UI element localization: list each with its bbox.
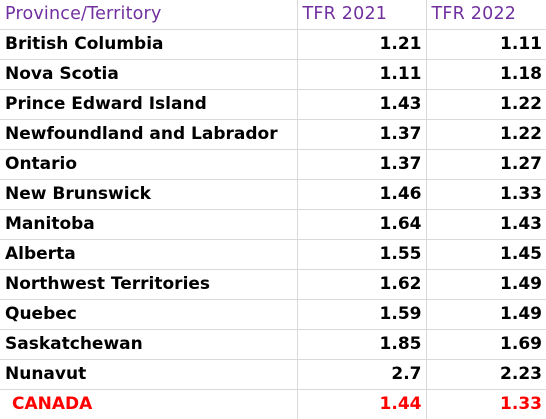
tfr-2022-value: 1.43 bbox=[426, 210, 546, 240]
tfr-2022-value: 1.22 bbox=[426, 120, 546, 150]
province-name: Saskatchewan bbox=[0, 330, 297, 360]
table-row: New Brunswick 1.46 1.33 bbox=[0, 180, 546, 210]
total-row: CANADA 1.44 1.33 bbox=[0, 390, 546, 419]
tfr-2021-value: 1.11 bbox=[297, 60, 426, 90]
tfr-2022-value: 1.18 bbox=[426, 60, 546, 90]
province-name: Alberta bbox=[0, 240, 297, 270]
tfr-2021-value: 1.46 bbox=[297, 180, 426, 210]
tfr-2022-value: 1.33 bbox=[426, 180, 546, 210]
province-name: Ontario bbox=[0, 150, 297, 180]
tfr-2021-value: 1.55 bbox=[297, 240, 426, 270]
table-row: Ontario 1.37 1.27 bbox=[0, 150, 546, 180]
header-tfr-2021: TFR 2021 bbox=[297, 0, 426, 30]
province-name: Prince Edward Island bbox=[0, 90, 297, 120]
tfr-2021-value: 1.37 bbox=[297, 120, 426, 150]
tfr-2021-value: 1.85 bbox=[297, 330, 426, 360]
tfr-2022-value: 2.23 bbox=[426, 360, 546, 390]
header-row: Province/Territory TFR 2021 TFR 2022 bbox=[0, 0, 546, 30]
table-row: Quebec 1.59 1.49 bbox=[0, 300, 546, 330]
total-tfr-2021-value: 1.44 bbox=[297, 390, 426, 419]
tfr-2022-value: 1.11 bbox=[426, 30, 546, 60]
table-row: Northwest Territories 1.62 1.49 bbox=[0, 270, 546, 300]
table-row: Nunavut 2.7 2.23 bbox=[0, 360, 546, 390]
table-row: Newfoundland and Labrador 1.37 1.22 bbox=[0, 120, 546, 150]
province-name: Manitoba bbox=[0, 210, 297, 240]
tfr-2022-value: 1.27 bbox=[426, 150, 546, 180]
province-name: Newfoundland and Labrador bbox=[0, 120, 297, 150]
tfr-2021-value: 2.7 bbox=[297, 360, 426, 390]
tfr-2021-value: 1.37 bbox=[297, 150, 426, 180]
table-row: Manitoba 1.64 1.43 bbox=[0, 210, 546, 240]
table-row: Prince Edward Island 1.43 1.22 bbox=[0, 90, 546, 120]
table-row: British Columbia 1.21 1.11 bbox=[0, 30, 546, 60]
table-row: Nova Scotia 1.11 1.18 bbox=[0, 60, 546, 90]
province-name: Quebec bbox=[0, 300, 297, 330]
tfr-2022-value: 1.49 bbox=[426, 300, 546, 330]
tfr-2022-value: 1.22 bbox=[426, 90, 546, 120]
province-name: Nova Scotia bbox=[0, 60, 297, 90]
tfr-2022-value: 1.49 bbox=[426, 270, 546, 300]
tfr-2022-value: 1.69 bbox=[426, 330, 546, 360]
tfr-2021-value: 1.62 bbox=[297, 270, 426, 300]
province-name: New Brunswick bbox=[0, 180, 297, 210]
total-tfr-2022-value: 1.33 bbox=[426, 390, 546, 419]
header-tfr-2022: TFR 2022 bbox=[426, 0, 546, 30]
total-label: CANADA bbox=[0, 390, 297, 419]
tfr-2021-value: 1.43 bbox=[297, 90, 426, 120]
table-row: Alberta 1.55 1.45 bbox=[0, 240, 546, 270]
province-name: Nunavut bbox=[0, 360, 297, 390]
province-name: Northwest Territories bbox=[0, 270, 297, 300]
tfr-2022-value: 1.45 bbox=[426, 240, 546, 270]
tfr-2021-value: 1.21 bbox=[297, 30, 426, 60]
tfr-2021-value: 1.59 bbox=[297, 300, 426, 330]
header-province: Province/Territory bbox=[0, 0, 297, 30]
province-name: British Columbia bbox=[0, 30, 297, 60]
tfr-2021-value: 1.64 bbox=[297, 210, 426, 240]
table-row: Saskatchewan 1.85 1.69 bbox=[0, 330, 546, 360]
